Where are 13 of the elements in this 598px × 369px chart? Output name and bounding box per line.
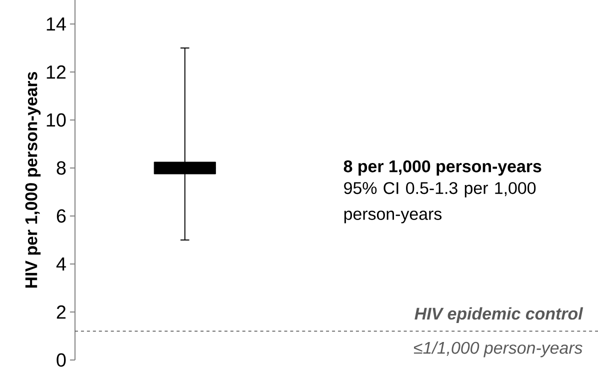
y-tick-label: 2 (56, 305, 66, 319)
annotation: ≤1/1,000 person-years (414, 341, 582, 358)
annotation: 95% CI 0.5-1.3 per 1,000 person-years (344, 182, 536, 224)
y-tick-label: 6 (56, 209, 66, 223)
ref-line-label: HIV epidemic control (414, 307, 584, 323)
y-tick-label: 8 (56, 161, 66, 175)
annotation: 8 per 1,000 person-years (344, 160, 542, 176)
y-tick-label: 14 (46, 17, 66, 31)
y-axis-title: HIV per 1,000 person-years (25, 72, 41, 288)
y-tick-label: 4 (56, 257, 66, 271)
y-tick-label: 10 (46, 113, 66, 127)
y-tick-label: 12 (46, 65, 66, 79)
y-tick-label: 0 (56, 353, 66, 367)
